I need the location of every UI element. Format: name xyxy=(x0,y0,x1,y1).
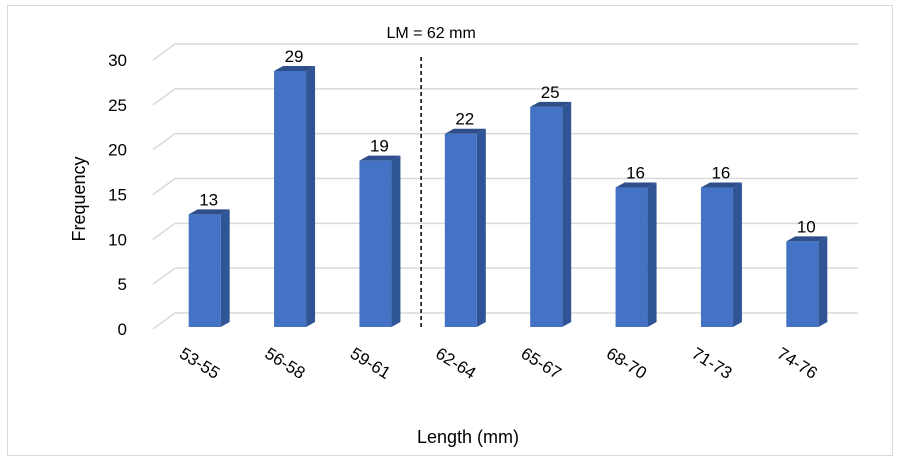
x-axis-ticks: 53-55 56-58 59-61 62-64 65-67 68-70 71-73 74-76 xyxy=(176,344,821,383)
bar-62-64 xyxy=(444,128,486,327)
y-tick-label: 30 xyxy=(108,51,127,70)
bar-top xyxy=(188,209,230,215)
y-tick-label: 25 xyxy=(108,96,127,115)
data-label: 10 xyxy=(797,217,816,236)
y-tick-label: 0 xyxy=(118,320,127,339)
y-axis-title: Frequency xyxy=(69,156,89,241)
bar-side xyxy=(647,182,657,327)
bars xyxy=(188,65,828,327)
x-tick-label: 71-73 xyxy=(688,344,735,383)
bar-side xyxy=(220,209,230,327)
bar-71-73 xyxy=(700,182,742,327)
gridline xyxy=(152,222,858,240)
x-tick-label: 56-58 xyxy=(262,344,309,383)
bar-top xyxy=(615,182,657,188)
bar-top xyxy=(444,128,486,134)
bar-side xyxy=(562,101,572,327)
x-axis-title: Length (mm) xyxy=(417,427,519,447)
data-label: 25 xyxy=(541,83,560,102)
bar-front xyxy=(444,133,477,327)
lm-annotation-label: LM = 62 mm xyxy=(386,25,475,42)
bar-side xyxy=(732,182,742,327)
data-label: 19 xyxy=(370,137,389,156)
x-tick-label: 68-70 xyxy=(603,344,650,383)
data-label: 29 xyxy=(285,47,304,66)
bar-top xyxy=(530,101,572,107)
bar-front xyxy=(786,241,819,327)
gridline xyxy=(152,267,858,285)
x-tick-label: 59-61 xyxy=(347,344,394,383)
y-tick-label: 5 xyxy=(118,275,127,294)
bar-53-55 xyxy=(188,209,230,327)
data-label: 16 xyxy=(626,164,645,183)
bar-side xyxy=(391,155,401,327)
x-tick-label: 65-67 xyxy=(518,344,565,383)
bar-side xyxy=(818,236,828,327)
data-label: 13 xyxy=(199,190,218,209)
bar-front xyxy=(615,187,648,327)
bar-56-58 xyxy=(274,65,316,327)
bar-65-67 xyxy=(530,101,572,327)
gridline xyxy=(152,312,858,330)
gridline xyxy=(152,132,858,151)
x-tick-label: 62-64 xyxy=(432,344,479,383)
data-labels: 13 29 19 22 25 16 16 10 xyxy=(199,47,816,236)
bar-front xyxy=(188,214,221,327)
gridlines xyxy=(152,43,858,330)
data-label: 22 xyxy=(455,110,474,129)
bar-front xyxy=(700,187,733,327)
bar-59-61 xyxy=(359,155,401,327)
y-tick-label: 20 xyxy=(108,141,127,160)
bar-front xyxy=(359,160,392,327)
bar-front xyxy=(530,106,563,327)
bar-top xyxy=(700,182,742,188)
x-tick-label: 74-76 xyxy=(774,344,821,383)
bar-top xyxy=(359,155,401,161)
bar-top xyxy=(274,65,316,71)
bar-front xyxy=(274,70,307,327)
y-tick-label: 10 xyxy=(108,230,127,249)
x-tick-label: 53-55 xyxy=(176,344,223,383)
bar-side xyxy=(476,128,486,327)
bar-74-76 xyxy=(786,236,828,327)
bar-side xyxy=(306,65,316,327)
bar-68-70 xyxy=(615,182,657,327)
gridline xyxy=(152,177,858,196)
gridline xyxy=(152,43,858,61)
y-axis-ticks: 0 5 10 15 20 25 30 xyxy=(108,51,127,339)
bar-top xyxy=(786,236,828,242)
data-label: 16 xyxy=(711,164,730,183)
gridline xyxy=(152,88,858,106)
y-tick-label: 15 xyxy=(108,186,127,205)
